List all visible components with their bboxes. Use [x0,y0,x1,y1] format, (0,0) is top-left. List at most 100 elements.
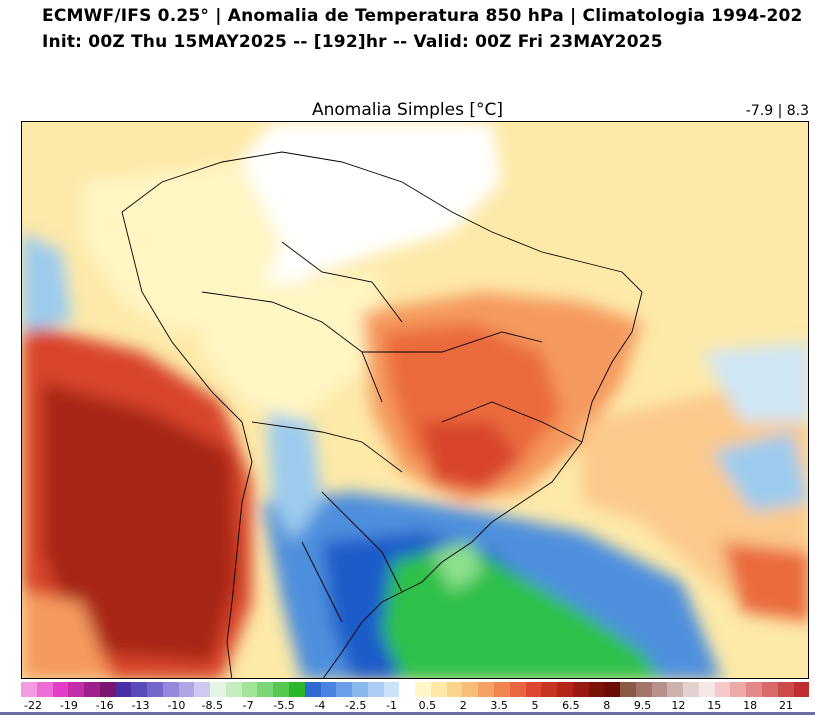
colorbar-swatch [698,682,715,697]
colorbar-swatch [667,682,684,697]
colorbar-swatch [273,682,290,697]
colorbar-swatch [415,682,431,697]
colorbar-swatch [493,682,510,697]
colorbar-tick-label: 3.5 [490,699,508,712]
colorbar-swatch [430,682,447,697]
colorbar-tick-label: 0.5 [418,699,437,712]
colorbar-swatch [383,682,400,697]
warm-coast-pacific [22,592,112,678]
colorbar-swatch [131,682,148,697]
colorbar-tick-label: -22 [24,699,42,712]
colorbar-swatch [714,682,731,697]
cold-anomaly-andes [267,412,322,542]
colorbar-swatch [572,682,589,697]
colorbar-tick-label: 15 [707,699,722,712]
interior-border-7 [301,541,343,623]
anomaly-map [21,121,809,679]
colorbar-swatch [730,682,747,697]
colorbar-swatch [36,682,53,697]
interior-border-2 [251,421,403,473]
colorbar-swatch [178,682,195,697]
colorbar-swatch [68,682,85,697]
colorbar-swatch [588,682,605,697]
colorbar-swatch [651,682,668,697]
colorbar-swatch [509,682,526,697]
colorbar-swatch [446,682,463,697]
cold-patch-west [22,232,72,332]
colorbar-swatch [462,682,479,697]
colorbar-swatch [304,682,321,697]
colorbar-swatch [557,682,573,697]
colorbar-swatch [478,682,494,697]
colorbar-tick-label: 6.5 [562,699,580,712]
panel-subtitle: Anomalia Simples [°C] [312,100,503,120]
colorbar-labels: -22 -19 -16 -13 -10 -8.5 -7 -5.5 -4 -2.5 -1 0.5 2 3.5… [0,699,815,713]
colorbar-swatch [99,682,116,697]
colorbar-swatch [793,682,810,697]
map-title: ECMWF/IFS 0.25° | Anomalia de Temperatur… [42,6,803,26]
colorbar-swatch [115,682,132,697]
cold-patch-east [702,342,808,422]
colorbar-tick-label: -10 [167,699,186,712]
cold-patch-southeast [712,432,808,512]
interior-border-4 [281,241,403,323]
colorbar-tick-label: 5 [531,699,539,712]
colorbar-swatch [210,682,226,697]
colorbar-tick-label: -8.5 [201,699,224,712]
neutral-zone-central [202,272,382,422]
colorbar-swatch [635,682,652,697]
min-max-range: -7.9 | 8.3 [745,103,809,119]
colorbar-tick-label: -13 [131,699,150,712]
colorbar-swatch [194,682,211,697]
colorbar-tick-label: -1 [386,699,398,712]
colorbar-swatch [604,682,621,697]
colorbar-tick-label: -4 [314,699,326,712]
colorbar-tick-label: -5.5 [273,699,295,712]
colorbar-swatch [541,682,558,697]
colorbar-swatch [761,682,778,697]
colorbar-tick-label: 21 [779,699,793,712]
very-cold-patch [432,542,482,592]
colorbar-swatch [289,682,305,697]
colorbar-swatch [257,682,274,697]
colorbar-swatch [162,682,179,697]
colorbar-swatch [320,682,337,697]
colorbar-tick-label: 12 [671,699,686,712]
colorbar-swatch [399,682,416,697]
interior-border-3 [362,331,543,353]
colorbar-tick-label: -16 [95,699,114,712]
colorbar-swatch [52,682,69,697]
colorbar-swatch [147,682,163,697]
interior-border-5 [321,491,403,593]
colorbar-swatch [336,682,353,697]
interior-border-1 [201,291,383,403]
south-america-coastline [121,151,643,678]
colorbar-swatch [21,682,37,697]
colorbar-swatch [777,682,794,697]
pacific-coastline [121,211,253,678]
colorbar-swatch [241,682,258,697]
colorbar-swatch [746,682,762,697]
country-borders [121,151,643,678]
red-band-southeast [722,542,808,622]
colorbar-swatch [367,682,384,697]
colorbar-tick-label: 9.5 [633,699,652,712]
colorbar-tick-label: -19 [59,699,78,712]
colorbar-swatch [683,682,699,697]
colorbar-swatch [84,682,100,697]
colorbar-tick-label: -2.5 [344,699,367,712]
colorbar-swatch [620,682,636,697]
map-run-info: Init: 00Z Thu 15MAY2025 -- [192]hr -- Va… [42,32,663,52]
bottom-rule [0,712,815,715]
interior-border-6 [441,401,583,443]
colorbar-tick-label: 8 [603,699,611,712]
colorbar-swatch [225,682,242,697]
colorbar-tick-label: 2 [459,699,467,712]
colorbar-tick-label: -7 [242,699,254,712]
strong-warm-southeast [422,422,522,492]
strong-warm-pacific [42,382,237,662]
colorbar-tick-label: 18 [743,699,758,712]
colorbar-swatch [352,682,368,697]
colorbar-swatch [525,682,542,697]
colorbar [21,682,810,697]
